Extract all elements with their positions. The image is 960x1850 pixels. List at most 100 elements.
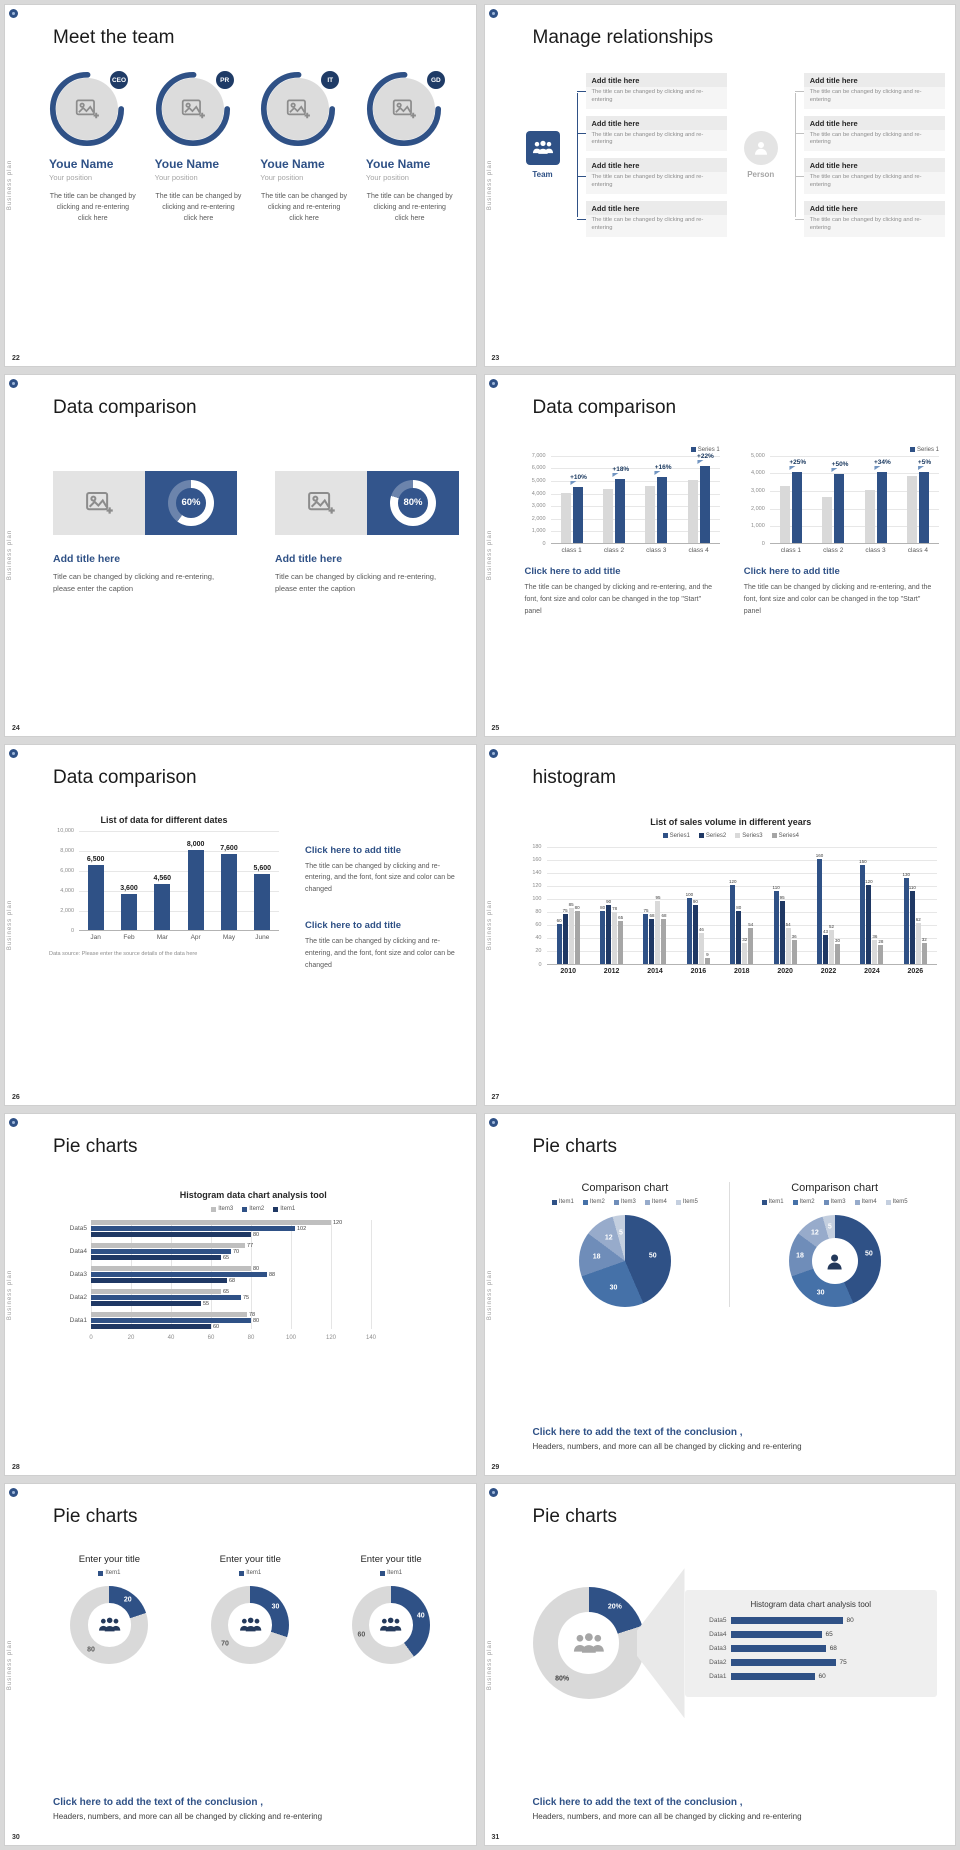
vb-group: 100 90 46 9 [677, 847, 720, 964]
pie-lab: 20 [123, 1596, 132, 1604]
panel-desc: The title can be changed by clicking and… [524, 583, 713, 615]
vb-grid [769, 473, 939, 475]
card-media: 80% [275, 470, 459, 535]
chart-title: Enter your title [78, 1554, 141, 1566]
conclusion-text: Headers, numbers, and more can all be ch… [532, 1811, 802, 1821]
vb-group: 150 120 36 28 [850, 847, 893, 964]
hb-cat: Data2 [69, 1294, 87, 1302]
vb-group: 8,000 [179, 831, 212, 930]
vb-group: 80 90 78 65 [590, 847, 633, 964]
vb-lab: 28 [878, 939, 884, 945]
slide-bullet-icon [9, 1488, 18, 1498]
hb-val: 78 [249, 1311, 256, 1318]
vb-lab: 130 [902, 872, 911, 878]
vb-lab: 68 [661, 913, 667, 919]
pie-lab: 30 [271, 1603, 280, 1611]
chart-title: List of sales volume in different years [650, 816, 812, 827]
lg-item: Series1 [662, 833, 690, 839]
vb-bar: 28 [878, 939, 883, 964]
hb-row: Data1 78 80 60 [61, 1311, 446, 1330]
hbar-section: Histogram data chart analysis tool Item3… [61, 1190, 446, 1345]
image-placeholder-icon [308, 491, 335, 514]
lg-sq [273, 1206, 279, 1212]
vb-cat: class 4 [907, 546, 928, 554]
hb-bar [91, 1301, 201, 1307]
vb-ylab: 100 [532, 896, 542, 903]
slide-title: Data comparison [532, 396, 677, 418]
pie-lab: 50 [648, 1252, 657, 1260]
vb-cat: class 2 [603, 546, 625, 554]
vb-lab: 36 [791, 934, 797, 939]
hb-line: 102 [91, 1226, 371, 1232]
histogram-section: List of sales volume in different years … [525, 816, 937, 975]
relationship-box: Add title here The title can be changed … [576, 158, 727, 194]
hb-bar [91, 1255, 221, 1261]
box-desc: The title can be changed by clicking and… [591, 89, 704, 103]
box-desc: The title can be changed by clicking and… [809, 174, 922, 189]
slide-24[interactable]: Business plan 24 Data comparison 60% Add… [4, 373, 477, 737]
text-blocks: Click here to add title The title can be… [305, 815, 458, 996]
lg-sq [761, 1199, 767, 1205]
vb-ylab: 80 [535, 909, 542, 916]
box-title: Add title here [585, 200, 727, 215]
pie-hole [87, 1603, 132, 1648]
vb-lab: 65 [618, 914, 624, 920]
vb-ylab: 0 [542, 540, 546, 547]
vb-ylab: 1,000 [531, 528, 546, 535]
conclusion: Click here to add the text of the conclu… [533, 1797, 936, 1821]
hb-grid [291, 1220, 292, 1330]
slide-25[interactable]: Business plan 25 Data comparison Series … [483, 373, 956, 737]
vb-cat: 2018 [733, 967, 750, 975]
vb-lab: 78 [612, 906, 618, 912]
slide-26[interactable]: Business plan 26 Data comparison List of… [4, 743, 477, 1107]
pie-lab: 5 [619, 1229, 623, 1237]
chart-title: List of data for different dates [100, 814, 228, 825]
role-badge: PR [213, 69, 236, 91]
vb-ylab: 2,000 [531, 515, 546, 522]
vb-bar [822, 497, 833, 543]
hb-bar [91, 1312, 247, 1318]
role-badge: CEO [108, 69, 130, 91]
lg-tx: Item4 [651, 1199, 667, 1206]
vb-row: +10% +18% +16% +22% [551, 453, 720, 543]
box-title: Add title here [585, 73, 727, 87]
percent-donut-box: 80% [367, 470, 459, 535]
vb-lab: 6,500 [86, 855, 105, 863]
vb-grid [546, 951, 937, 953]
slide-27[interactable]: Business plan 27 histogram List of sales… [483, 743, 956, 1107]
vb-lab: 150 [859, 859, 867, 865]
hb-xt: 80 [247, 1335, 255, 1342]
slide-31[interactable]: Business plan 31 Pie charts 20% 80% Histo… [483, 1483, 956, 1846]
lg-tx: Series2 [705, 832, 727, 839]
vb-grid [546, 846, 937, 848]
vb-group: 6,500 [79, 831, 112, 930]
slide-29[interactable]: Business plan 29 Pie charts Comparison c… [483, 1113, 956, 1477]
hb-val: 68 [229, 1277, 236, 1284]
slide-22[interactable]: Business plan 22 Meet the team CEO Youe … [4, 4, 477, 367]
hb-row: Data5 120 102 80 [61, 1220, 446, 1238]
hb-val: 70 [233, 1248, 240, 1255]
team-member-card: IT Youe Name Your position The title can… [260, 69, 358, 225]
vb-bar: 65 [618, 915, 623, 964]
slide-title: Pie charts [532, 1506, 617, 1528]
vb-ylab: 160 [532, 856, 542, 863]
vb-grid [546, 925, 937, 927]
vb-bar: 7,600 [220, 845, 238, 930]
members-row: CEO Youe Name Your position The title ca… [49, 69, 464, 225]
slide-23[interactable]: Business plan 23 Manage relationships Te… [483, 4, 956, 367]
lg-item: Series3 [735, 833, 763, 839]
person-icon [743, 130, 778, 165]
photo-placeholder [267, 78, 330, 140]
slide-title: Data comparison [53, 396, 197, 418]
bar-chart: 0 1,000 2,000 3,000 4,000 5,000 +25% +50% +34% +5… [744, 453, 939, 554]
card-heading: Add title here [53, 552, 121, 565]
hb-xt: 20 [127, 1335, 135, 1342]
vb-cat: 2012 [603, 967, 620, 975]
vb-bar: +25% [789, 459, 806, 543]
slide-28[interactable]: Business plan 28 Pie charts Histogram da… [4, 1113, 477, 1477]
hb-bars: 78 80 60 [91, 1311, 371, 1330]
slide-30[interactable]: Business plan 30 Pie charts Enter your t… [4, 1483, 477, 1846]
vb-cat: 2010 [560, 967, 576, 975]
hb-cat: Data4 [69, 1248, 87, 1256]
hb-line: 70 [91, 1248, 371, 1255]
